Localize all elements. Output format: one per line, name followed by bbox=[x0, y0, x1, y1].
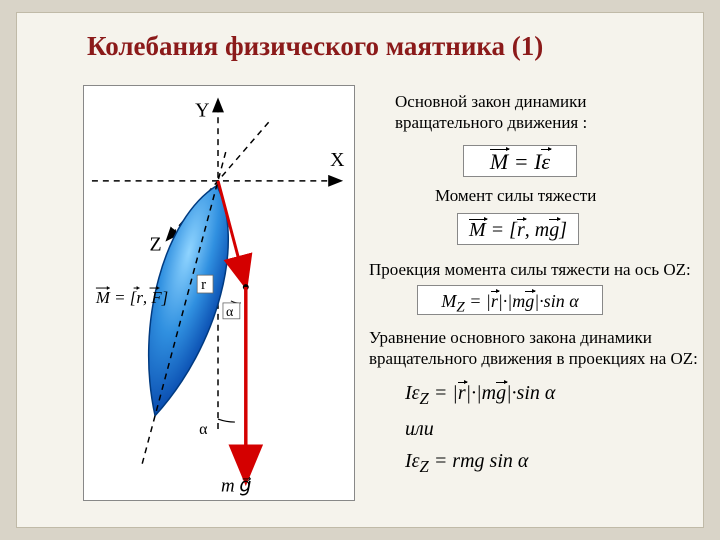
r-label: r bbox=[201, 277, 206, 293]
slide-title: Колебания физического маятника (1) bbox=[87, 31, 543, 62]
equation-title: Уравнение основного закона динамики вращ… bbox=[369, 327, 699, 370]
intro-text: Основной закон динамики вращательного дв… bbox=[395, 91, 685, 134]
y-axis-label: Y bbox=[195, 99, 209, 121]
equation-3: MZ = |r|·|mg|·sin α bbox=[417, 285, 603, 315]
equation-4: IεZ = |r|·|mg|·sin αилиIεZ = rmg sin α bbox=[405, 377, 555, 480]
alpha-inner-label: α bbox=[226, 305, 233, 320]
x-axis-label: X bbox=[330, 149, 344, 171]
equation-2: M = [r, mg] bbox=[457, 213, 579, 245]
equation-1: M = Iε bbox=[463, 145, 577, 177]
projection-title: Проекция момента силы тяжести на ось OZ: bbox=[369, 259, 699, 280]
z-axis-label: Z bbox=[150, 233, 162, 255]
mg-label: m g⃗ bbox=[221, 476, 252, 497]
slide-container: Колебания физического маятника (1) X bbox=[16, 12, 704, 528]
diagram-svg: X Y Z r α bbox=[84, 86, 354, 500]
moment-eq-label: M = [r, F] bbox=[95, 288, 168, 307]
moment-title: Момент силы тяжести bbox=[435, 185, 596, 206]
alpha-outer-arc bbox=[218, 419, 235, 422]
alpha-outer-label: α bbox=[199, 421, 207, 438]
pendulum-diagram: X Y Z r α bbox=[83, 85, 355, 501]
